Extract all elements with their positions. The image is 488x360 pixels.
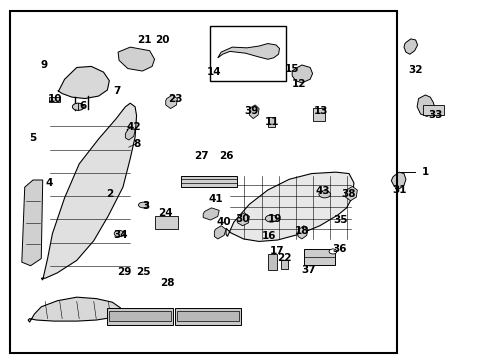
Polygon shape	[28, 297, 120, 322]
Bar	[181, 176, 237, 187]
Text: 25: 25	[136, 267, 150, 277]
Ellipse shape	[114, 230, 123, 237]
Text: 38: 38	[341, 189, 356, 199]
Text: 2: 2	[105, 189, 113, 199]
Polygon shape	[165, 95, 177, 109]
Bar	[10, 12, 396, 352]
Polygon shape	[416, 95, 434, 116]
Text: 14: 14	[206, 67, 221, 77]
Text: 20: 20	[155, 35, 170, 45]
Polygon shape	[345, 186, 357, 201]
Bar	[267, 254, 276, 270]
Text: 17: 17	[270, 246, 285, 256]
Ellipse shape	[138, 202, 148, 208]
Text: 28: 28	[160, 278, 175, 288]
Text: 10: 10	[47, 94, 62, 104]
Text: 39: 39	[244, 107, 259, 116]
Text: 4: 4	[45, 178, 53, 188]
Polygon shape	[41, 103, 136, 280]
Bar	[281, 260, 287, 269]
Polygon shape	[297, 226, 307, 239]
Polygon shape	[58, 66, 109, 99]
Polygon shape	[225, 172, 353, 242]
Text: 26: 26	[218, 151, 233, 161]
Text: 43: 43	[315, 186, 330, 197]
Text: 42: 42	[126, 122, 141, 132]
Bar	[177, 311, 239, 321]
Polygon shape	[403, 39, 417, 54]
Text: 11: 11	[264, 117, 279, 127]
Text: 13: 13	[313, 107, 328, 116]
Bar	[267, 117, 275, 127]
Polygon shape	[118, 47, 154, 71]
Text: 12: 12	[291, 79, 305, 89]
Polygon shape	[203, 208, 219, 220]
Text: 24: 24	[158, 208, 173, 218]
Text: 23: 23	[168, 94, 183, 104]
Ellipse shape	[328, 249, 336, 254]
Polygon shape	[22, 180, 42, 266]
Polygon shape	[390, 172, 405, 189]
Polygon shape	[125, 127, 135, 140]
Text: 1: 1	[421, 167, 428, 177]
Bar	[154, 216, 178, 229]
Bar	[175, 308, 241, 325]
Text: 22: 22	[277, 253, 291, 263]
Bar	[423, 105, 443, 115]
Text: 32: 32	[407, 65, 422, 75]
Text: 19: 19	[267, 213, 281, 224]
Polygon shape	[217, 44, 279, 59]
Text: 3: 3	[142, 201, 150, 211]
Text: 9: 9	[41, 60, 48, 70]
Bar	[312, 108, 324, 121]
Text: 7: 7	[113, 86, 121, 96]
Text: 15: 15	[285, 64, 299, 73]
Text: 34: 34	[113, 230, 127, 240]
Ellipse shape	[72, 103, 84, 111]
Text: 18: 18	[294, 226, 308, 236]
Text: 31: 31	[391, 185, 406, 195]
Polygon shape	[237, 213, 249, 226]
Text: 33: 33	[427, 110, 442, 120]
Bar	[303, 249, 335, 265]
Text: 41: 41	[208, 194, 223, 203]
Bar	[210, 26, 285, 81]
Text: 40: 40	[216, 217, 231, 227]
Polygon shape	[291, 65, 312, 83]
Text: 16: 16	[261, 231, 276, 242]
Bar	[49, 97, 60, 102]
Text: 37: 37	[301, 265, 315, 275]
Text: 21: 21	[137, 35, 152, 45]
Polygon shape	[249, 105, 259, 118]
Bar	[107, 308, 173, 325]
Text: 6: 6	[79, 101, 86, 111]
Text: 30: 30	[234, 213, 249, 224]
Text: 27: 27	[194, 151, 208, 161]
Bar	[109, 311, 171, 321]
Ellipse shape	[318, 191, 330, 198]
Text: 36: 36	[331, 244, 346, 253]
Ellipse shape	[265, 215, 277, 222]
Text: 35: 35	[333, 215, 347, 225]
Text: 29: 29	[117, 267, 131, 277]
Text: 5: 5	[29, 133, 37, 143]
Polygon shape	[214, 226, 225, 239]
Text: 8: 8	[133, 139, 140, 149]
